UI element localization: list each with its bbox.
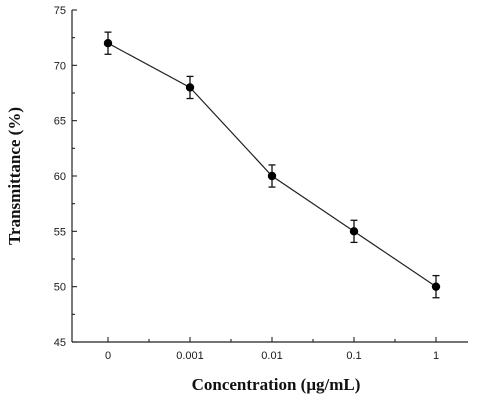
data-point (185, 83, 195, 92)
x-axis-title: Concentration (μg/mL) (192, 375, 361, 394)
ticks-layer: 45 50 55 60 65 70 75 0 0.001 0.01 0.1 1 (54, 5, 439, 362)
y-tick-label: 45 (54, 337, 66, 349)
x-tick-label: 1 (433, 350, 439, 362)
series-layer (103, 31, 441, 299)
x-tick-label: 0.01 (261, 350, 282, 362)
x-tick-label: 0.001 (176, 350, 204, 362)
y-tick-label: 50 (54, 282, 66, 294)
y-tick-label: 55 (54, 226, 66, 238)
x-tick-label: 0.1 (346, 350, 361, 362)
data-point (431, 282, 441, 291)
y-axis-title: Transmittance (%) (5, 107, 24, 245)
y-tick-label: 65 (54, 116, 66, 128)
x-tick-label: 0 (105, 350, 111, 362)
y-tick-label: 75 (54, 5, 66, 17)
data-point (103, 39, 113, 48)
data-point (349, 227, 359, 236)
y-tick-label: 60 (54, 171, 66, 183)
y-tick-label: 70 (54, 60, 66, 72)
data-point (267, 171, 277, 181)
